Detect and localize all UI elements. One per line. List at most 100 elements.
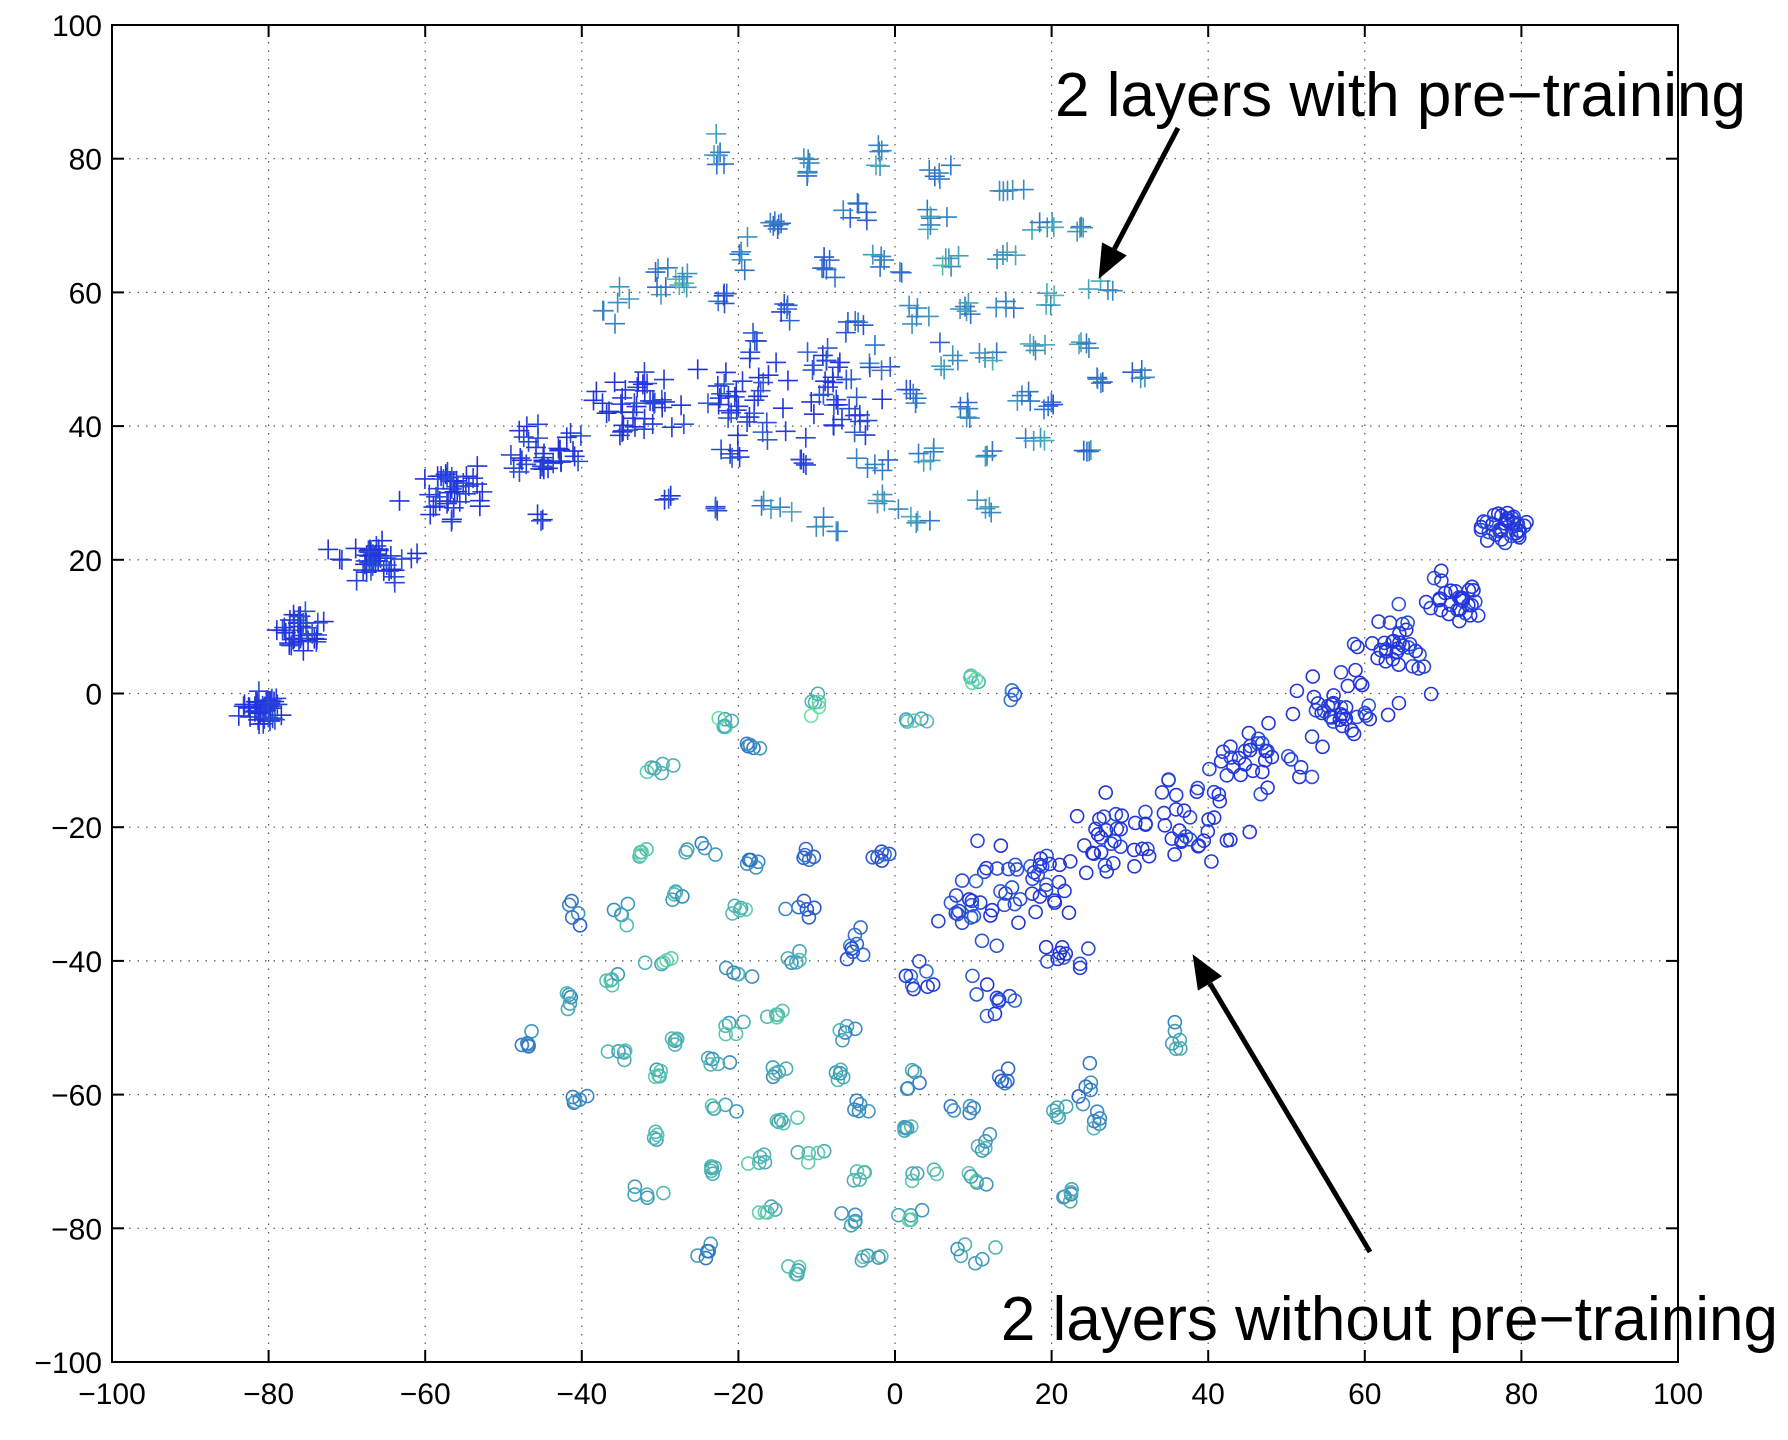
plus-point — [855, 425, 876, 446]
plus-point — [795, 454, 816, 475]
circle-point — [1509, 525, 1524, 541]
circle-point — [1172, 1032, 1188, 1048]
circle-point — [904, 1062, 920, 1078]
circle-point — [1346, 726, 1362, 742]
circle-point — [1176, 803, 1192, 818]
plus-point — [772, 398, 793, 419]
circle-point — [637, 955, 653, 970]
plus-point — [1038, 396, 1059, 417]
circle-point — [854, 1253, 870, 1268]
circle-point — [729, 1104, 744, 1119]
plus-point — [531, 510, 552, 531]
circle-point — [1072, 956, 1088, 972]
plus-point — [624, 393, 645, 414]
circle-point — [975, 1251, 990, 1267]
plus-point — [437, 493, 458, 514]
circle-point — [1260, 780, 1275, 795]
circle-point — [718, 1018, 733, 1034]
plus-point — [729, 244, 750, 265]
plus-point — [516, 416, 537, 437]
plus-point — [795, 427, 816, 448]
circle-point — [855, 947, 871, 963]
circle-point — [559, 985, 575, 1001]
circle-point — [1039, 877, 1054, 892]
circle-point — [898, 968, 914, 984]
annotation-without-pretraining: 2 layers without pre−training — [1001, 1285, 1778, 1354]
arrow-without-pretraining — [1207, 982, 1373, 1254]
circle-point — [966, 908, 982, 924]
plus-point — [737, 226, 758, 247]
plus-point — [827, 394, 848, 415]
circle-point — [654, 765, 669, 781]
plus-point — [967, 490, 988, 511]
plus-point — [948, 245, 969, 266]
plus-point — [878, 449, 899, 470]
circle-point — [979, 1008, 995, 1024]
circle-point — [767, 1202, 783, 1217]
circle-point — [1315, 739, 1330, 755]
circle-point — [979, 1177, 994, 1192]
plus-point — [743, 322, 764, 343]
plus-point — [746, 331, 767, 352]
plus-point — [870, 156, 891, 177]
plus-point — [955, 296, 976, 317]
circle-point — [653, 1063, 669, 1079]
circle-point — [849, 936, 865, 952]
circle-point — [843, 1218, 859, 1233]
circle-point — [1038, 939, 1054, 955]
circle-point — [1434, 573, 1449, 589]
circle-point — [926, 1162, 942, 1177]
plus-point — [607, 292, 628, 313]
plus-point — [346, 570, 367, 591]
x-tick-label: 20 — [1035, 1378, 1068, 1411]
plus-point — [596, 403, 617, 424]
circle-point — [1167, 1023, 1183, 1039]
plus-point — [509, 420, 530, 441]
circle-point — [865, 850, 881, 865]
circle-point — [1011, 915, 1026, 931]
circle-point — [1071, 1089, 1086, 1104]
circle-point — [646, 1130, 662, 1146]
circle-point — [792, 944, 807, 959]
plus-point — [996, 297, 1017, 318]
plus-point — [777, 370, 798, 391]
plus-point — [969, 343, 990, 364]
circle-point — [1108, 806, 1124, 822]
plus-point — [661, 417, 682, 438]
circle-point — [832, 1066, 848, 1081]
plus-point — [975, 446, 996, 467]
circle-point — [1168, 802, 1184, 817]
circle-point — [708, 847, 723, 862]
plus-point — [613, 415, 634, 436]
plus-point — [768, 214, 789, 235]
circle-point — [907, 713, 922, 728]
plus-point — [697, 393, 718, 414]
plus-point — [865, 155, 886, 176]
circle-point — [997, 1075, 1013, 1091]
plus-point — [827, 521, 848, 542]
circle-point — [847, 1021, 863, 1037]
plus-point — [467, 474, 488, 495]
plus-point — [870, 256, 891, 277]
plus-point — [503, 458, 524, 479]
circle-point — [914, 711, 929, 726]
plus-point — [981, 502, 1002, 523]
plus-point — [288, 631, 309, 652]
circle-point — [1157, 818, 1173, 833]
arrow-head-with-pretraining — [1098, 242, 1127, 280]
circle-point — [816, 1143, 832, 1159]
circle-point — [1289, 683, 1305, 699]
plus-point — [532, 509, 553, 530]
circle-point — [950, 906, 966, 922]
circle-point — [1030, 867, 1046, 882]
plus-point — [871, 360, 892, 381]
circle-point — [943, 1099, 959, 1114]
plus-point — [823, 415, 844, 436]
circle-point — [1024, 886, 1040, 901]
plus-point — [828, 357, 849, 378]
plus-point — [919, 160, 940, 181]
circle-point — [1167, 847, 1182, 862]
circle-point — [656, 955, 671, 970]
circle-point — [1052, 945, 1068, 961]
plus-point — [444, 481, 465, 502]
